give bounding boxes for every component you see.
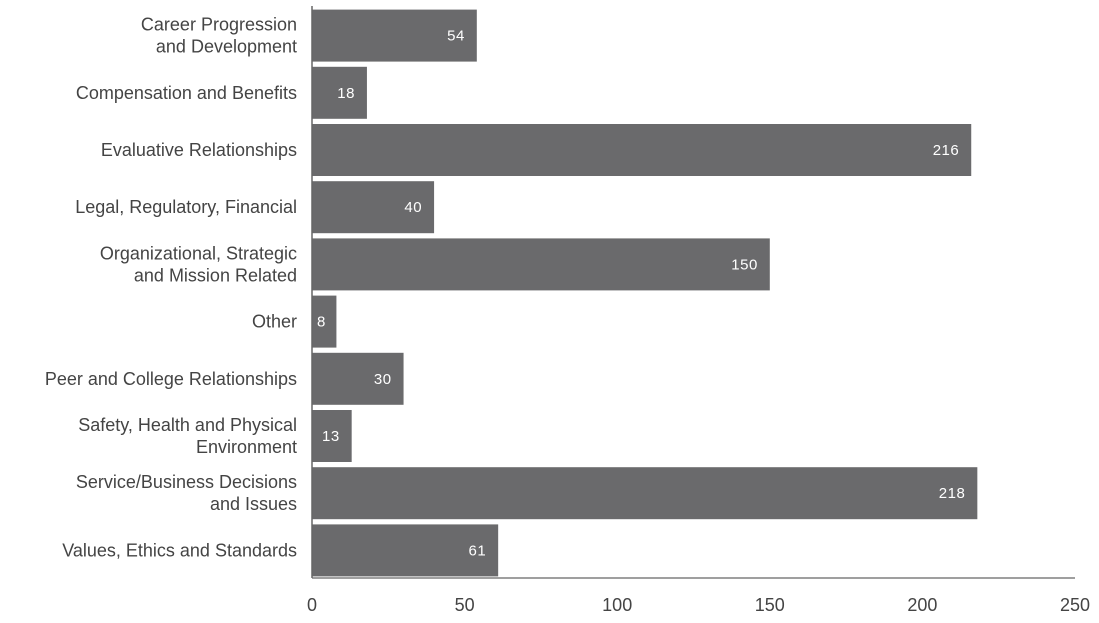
bar xyxy=(312,238,770,291)
category-label: Other xyxy=(252,312,297,332)
category-label-line: Evaluative Relationships xyxy=(101,140,297,160)
value-label: 150 xyxy=(731,256,758,273)
value-label: 61 xyxy=(468,542,486,559)
category-label: Evaluative Relationships xyxy=(101,140,297,160)
category-label-line: and Issues xyxy=(210,494,297,514)
category-label-line: Career Progression xyxy=(141,15,297,35)
category-label: Safety, Health and Physical Environment xyxy=(78,415,297,457)
category-label-line: Other xyxy=(252,312,297,332)
bar xyxy=(312,181,435,234)
category-label: Values, Ethics and Standards xyxy=(62,540,297,560)
bar xyxy=(312,9,477,62)
category-label: Career Progression and Development xyxy=(141,15,297,57)
category-labels: Career Progression and Development Compens… xyxy=(45,15,297,561)
category-label-line: Organizational, Strategic xyxy=(100,243,297,263)
x-tick-label: 150 xyxy=(755,595,785,615)
bar xyxy=(312,295,337,348)
category-label-line: and Mission Related xyxy=(134,265,297,285)
value-label: 30 xyxy=(374,371,392,388)
category-label-line: Legal, Regulatory, Financial xyxy=(75,197,297,217)
bar xyxy=(312,524,499,577)
x-tick-labels: 0 50 100 150 200 250 xyxy=(307,595,1090,615)
bar xyxy=(312,352,404,405)
bar xyxy=(312,410,352,462)
x-tick-label: 0 xyxy=(307,595,317,615)
category-label-line: and Development xyxy=(156,37,297,57)
bar xyxy=(312,467,978,520)
value-label: 216 xyxy=(933,142,960,159)
category-label: Legal, Regulatory, Financial xyxy=(75,197,297,217)
category-label-line: Safety, Health and Physical xyxy=(78,415,297,435)
axes xyxy=(311,6,1075,579)
category-label: Service/Business Decisions and Issues xyxy=(76,472,297,514)
value-label: 8 xyxy=(317,314,326,331)
bars: 54 18 216 40 150 8 30 13 218 61 xyxy=(312,9,978,577)
category-label-line: Values, Ethics and Standards xyxy=(62,540,297,560)
category-label: Organizational, Strategic and Mission Rel… xyxy=(100,243,297,285)
bar xyxy=(312,66,367,119)
category-label: Peer and College Relationships xyxy=(45,369,297,389)
value-label: 54 xyxy=(447,28,465,45)
value-label: 18 xyxy=(337,85,355,102)
x-tick-label: 50 xyxy=(455,595,475,615)
category-label-line: Peer and College Relationships xyxy=(45,369,297,389)
category-label: Compensation and Benefits xyxy=(76,83,297,103)
x-tick-label: 200 xyxy=(907,595,937,615)
x-tick-label: 250 xyxy=(1060,595,1090,615)
category-label-line: Environment xyxy=(196,437,297,457)
bar xyxy=(312,124,972,176)
value-label: 13 xyxy=(322,428,340,445)
category-label-line: Service/Business Decisions xyxy=(76,472,297,492)
category-label-line: Compensation and Benefits xyxy=(76,83,297,103)
value-label: 40 xyxy=(404,199,422,216)
value-label: 218 xyxy=(939,485,966,502)
x-tick-label: 100 xyxy=(602,595,632,615)
